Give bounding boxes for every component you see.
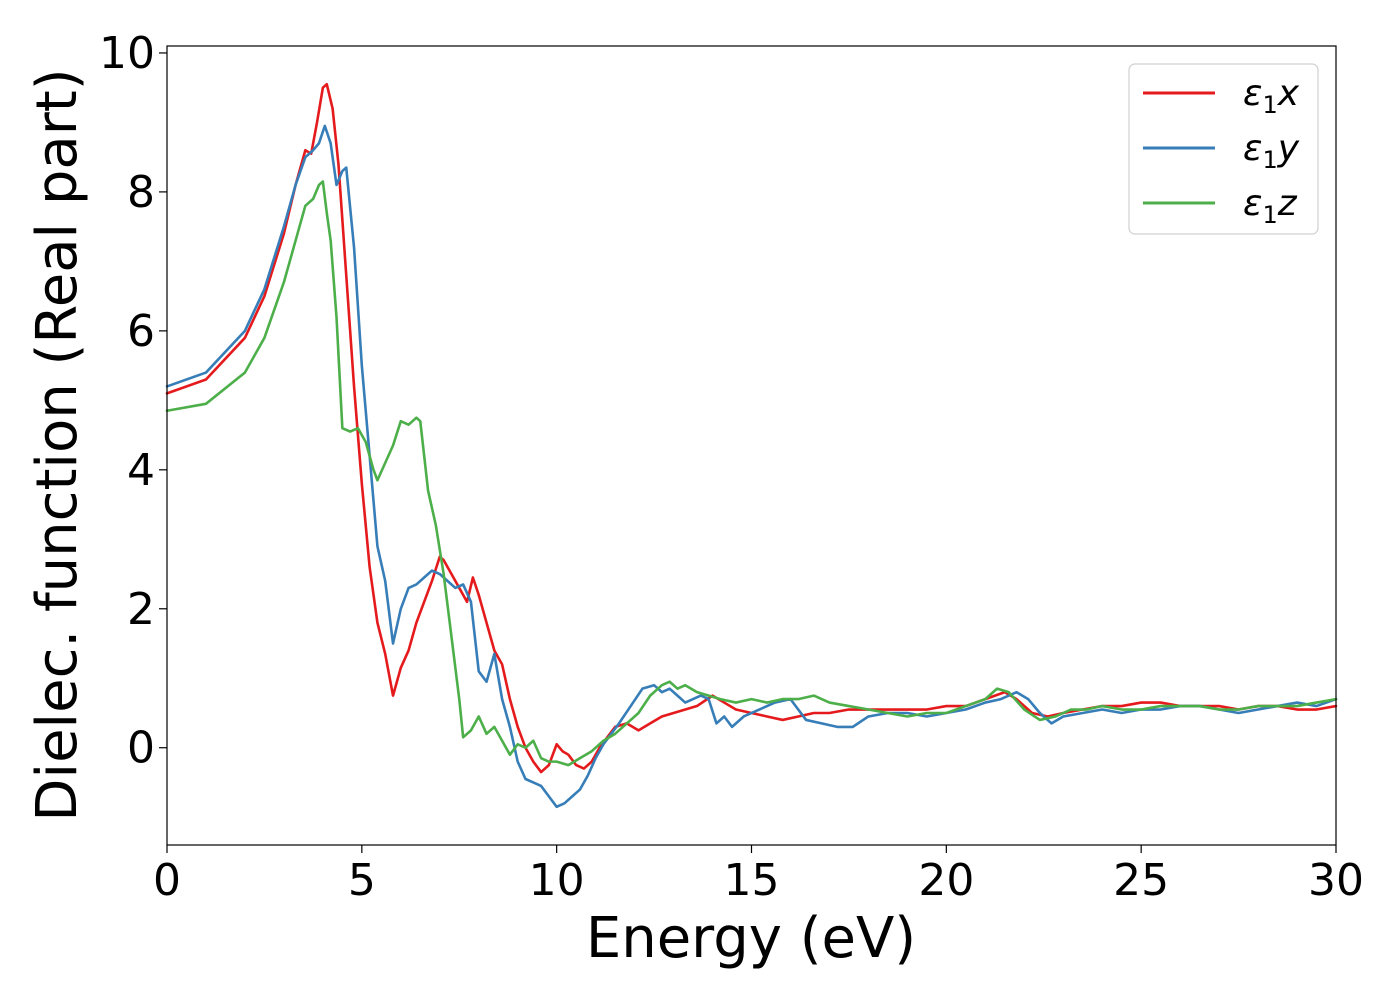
y-tick-label: 10 [99, 28, 155, 79]
y-tick-label: 2 [127, 584, 155, 635]
legend-label-y: ε1y [1243, 128, 1300, 174]
series-layer [165, 82, 1338, 809]
x-tick-label: 0 [153, 855, 181, 906]
x-axis-ticks: 0 5 10 15 20 25 30 [153, 845, 1364, 906]
y-tick-label: 6 [127, 306, 155, 357]
legend-label-x: ε1x [1243, 73, 1300, 119]
series-line-z [165, 180, 1338, 767]
y-axis-label: Dielec. function (Real part) [25, 68, 90, 821]
legend-entries: ε1x ε1y ε1z [1143, 73, 1300, 229]
x-tick-label: 20 [918, 855, 974, 906]
x-tick-label: 30 [1308, 855, 1364, 906]
y-tick-label: 0 [127, 723, 155, 774]
legend-label-z: ε1z [1243, 183, 1298, 229]
x-tick-label: 5 [348, 855, 376, 906]
y-tick-label: 8 [127, 167, 155, 218]
legend-entry-y: ε1y [1143, 128, 1300, 174]
x-tick-label: 25 [1113, 855, 1169, 906]
y-tick-label: 4 [127, 445, 155, 496]
x-axis-label: Energy (eV) [586, 906, 916, 971]
legend-entry-x: ε1x [1143, 73, 1300, 119]
legend-box [1128, 63, 1319, 235]
legend-entry-z: ε1z [1143, 183, 1298, 229]
legend: ε1x ε1y ε1z [1128, 63, 1319, 235]
y-axis-ticks: 0 2 4 6 8 10 [99, 28, 167, 774]
x-tick-label: 10 [529, 855, 585, 906]
x-tick-label: 15 [724, 855, 780, 906]
